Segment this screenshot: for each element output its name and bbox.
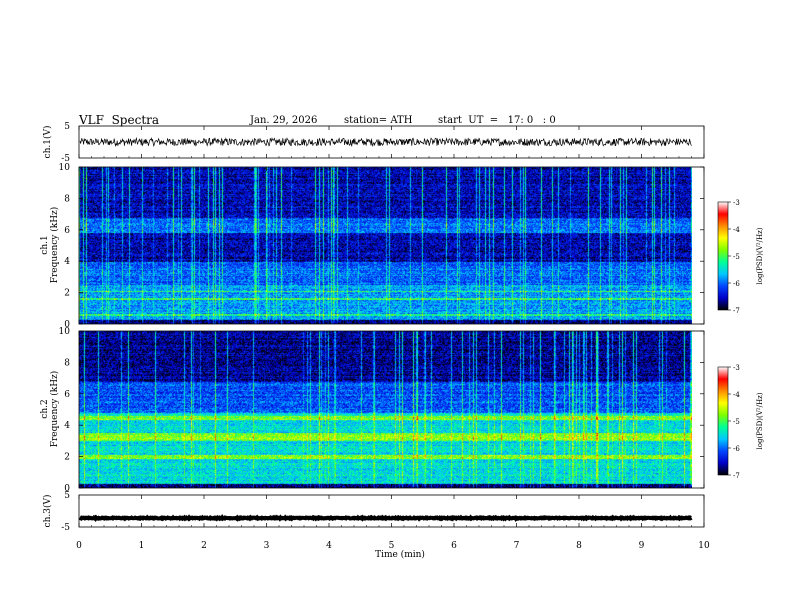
y-tick-label: 0	[64, 484, 70, 494]
ch1-ylabel: ch.1(V)	[42, 126, 53, 159]
ch1-colorbar: -3 -4 -5 -6 -7 log(PSD)(V²/Hz)	[717, 199, 764, 315]
ch1-frequency-ticks: 0 2 4 6 8 10	[59, 163, 704, 330]
colorbar-gradient	[717, 366, 729, 476]
start-time-label: start UT = 17: 0 : 0	[438, 115, 556, 126]
colorbar-label: log(PSD)(V²/Hz)	[756, 227, 764, 284]
colorbar-tick-label: -4	[733, 226, 740, 234]
ch3-waveform-trace	[78, 513, 693, 522]
ch2-colorbar: -3 -4 -5 -6 -7 log(PSD)(V²/Hz)	[717, 364, 764, 480]
date-label: Jan. 29, 2026	[250, 115, 318, 126]
y-tick-label: 8	[64, 358, 70, 368]
ch1-frequency-label: Frequency (kHz)	[49, 207, 60, 284]
colorbar-tick-label: -3	[733, 364, 740, 372]
x-tick-label: 7	[514, 541, 520, 551]
y-tick-label: 4	[64, 421, 70, 431]
colorbar-tick-label: -6	[733, 280, 740, 288]
x-tick-label: 4	[326, 541, 332, 551]
ch1-waveform-trace	[79, 136, 692, 148]
ch1-ytick-bottom: -5	[61, 154, 70, 164]
colorbar-tick-label: -6	[733, 445, 740, 453]
colorbar-tick-label: -4	[733, 391, 740, 399]
colorbar-tick-label: -7	[733, 472, 740, 480]
y-tick-label: 10	[59, 327, 71, 337]
x-tick-label: 9	[639, 541, 645, 551]
y-tick-label: 8	[64, 194, 70, 204]
colorbar-tick-label: -3	[733, 199, 740, 207]
ch2-spectrogram-panel: 0 2 4 6 8 10 ch.2 Frequency (kHz)	[40, 327, 705, 494]
colorbar-tick-label: -5	[733, 253, 740, 261]
y-tick-label: 10	[59, 163, 71, 173]
x-tick-label: 1	[139, 541, 145, 551]
y-tick-label: 2	[64, 453, 70, 463]
x-tick-label: 10	[698, 541, 710, 551]
x-tick-label: 2	[201, 541, 207, 551]
ch1-spectrogram-panel: 0 2 4 6 8 10 ch.1 Frequency (kHz)	[40, 163, 705, 330]
colorbar-tick-label: -5	[733, 418, 740, 426]
x-tick-label: 6	[451, 541, 457, 551]
ch1-channel-label: ch.1	[40, 235, 50, 254]
x-tick-label: 5	[389, 541, 395, 551]
ch2-frequency-label: Frequency (kHz)	[49, 371, 60, 448]
x-tick-label: 0	[76, 541, 82, 551]
ch2-frequency-ticks: 0 2 4 6 8 10	[59, 327, 704, 494]
y-tick-label: 4	[64, 257, 70, 267]
y-tick-label: 6	[64, 390, 70, 400]
x-tick-label: 8	[576, 541, 582, 551]
colorbar-label: log(PSD)(V²/Hz)	[756, 392, 764, 449]
colorbar-tick-label: -7	[733, 307, 740, 315]
y-tick-label: 6	[64, 226, 70, 236]
ch2-channel-label: ch.2	[40, 399, 50, 418]
y-tick-label: 2	[64, 289, 70, 299]
y-tick-label: 0	[64, 320, 70, 330]
time-axis: 0 1 2 3 4 5 6 7 8 9 10	[76, 126, 710, 551]
time-axis-label: Time (min)	[375, 549, 425, 560]
colorbar-gradient	[717, 201, 729, 311]
ch3-waveform-frame	[78, 494, 705, 528]
ch3-ylabel: ch.3(V)	[42, 495, 53, 528]
x-tick-label: 3	[264, 541, 270, 551]
station-label: station= ATH	[344, 115, 413, 126]
ch1-ytick-top: 5	[64, 122, 70, 132]
ch3-ytick-top: 5	[64, 491, 70, 501]
ch2-spectrogram-image	[79, 331, 692, 488]
ch1-spectrogram-image	[79, 167, 692, 324]
figure-title: VLF Spectra	[79, 113, 160, 127]
ch3-ytick-bottom: -5	[61, 523, 70, 533]
